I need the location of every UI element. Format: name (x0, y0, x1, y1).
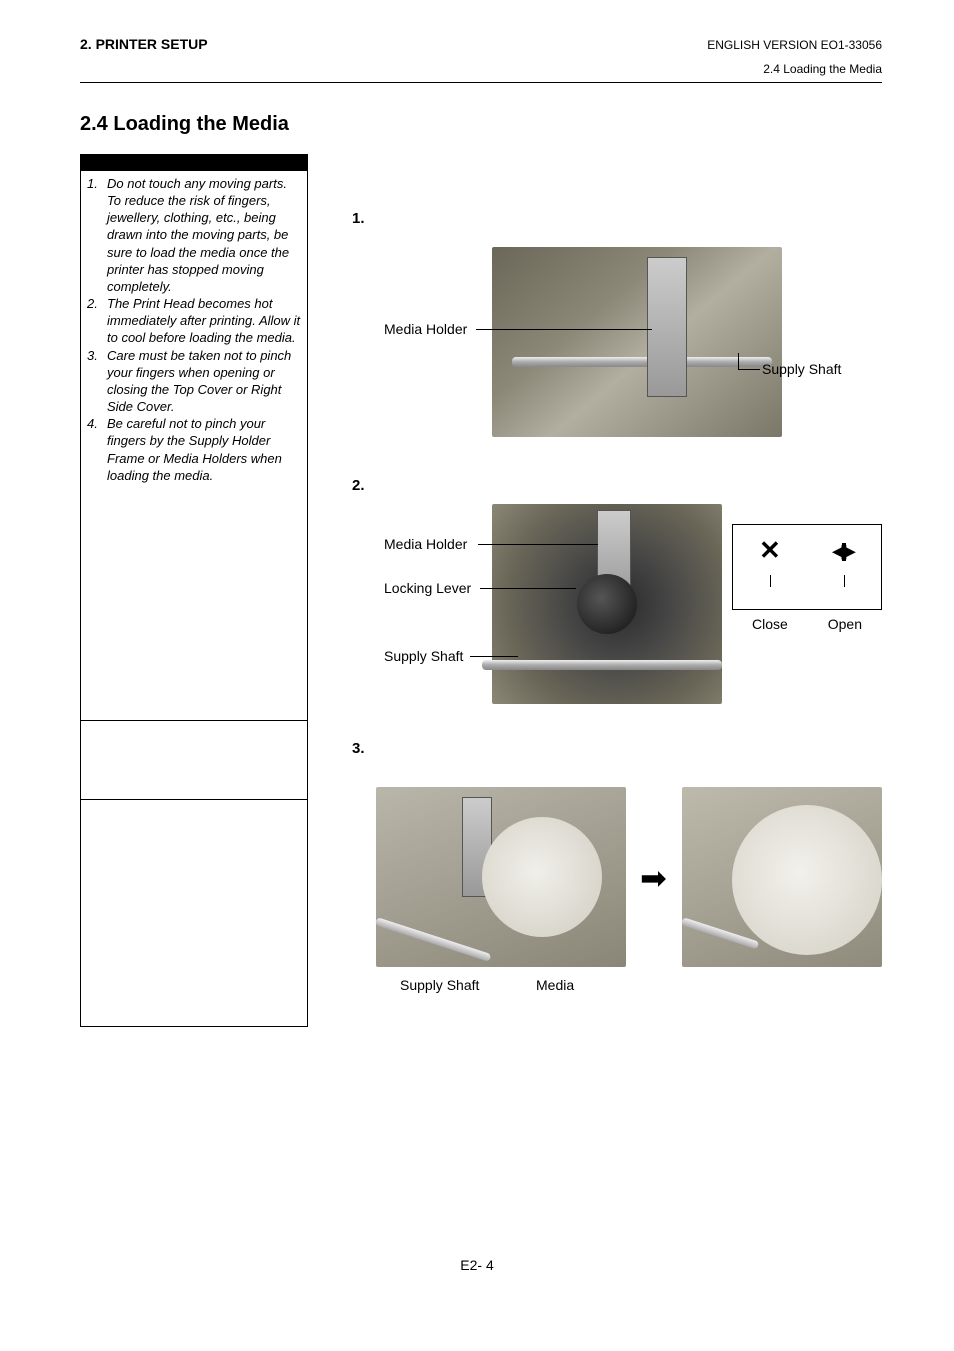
media-holder-graphic (647, 257, 687, 397)
locking-lever-graphic (577, 574, 637, 634)
warning-item-text: Do not touch any moving parts. To reduce… (107, 175, 301, 295)
leader-line (478, 544, 598, 545)
step-2: 2. Media Holder Locking Lever Supply Sha… (352, 477, 882, 714)
header-right: ENGLISH VERSION EO1-33056 (707, 38, 882, 52)
lock-diagram (732, 524, 882, 610)
content-row: 1. Do not touch any moving parts. To red… (80, 154, 882, 1027)
arrow-right-icon: ➡ (640, 859, 667, 897)
warning-item: 4. Be careful not to pinch your fingers … (87, 415, 301, 484)
supply-shaft-graphic (482, 660, 722, 670)
label-supply-shaft: Supply Shaft (384, 648, 463, 664)
warning-item: 1. Do not touch any moving parts. To red… (87, 175, 301, 295)
label-supply-shaft: Supply Shaft (762, 361, 841, 377)
step-number: 1. (352, 210, 882, 227)
label-locking-lever: Locking Lever (384, 580, 471, 596)
label-media-holder: Media Holder (384, 536, 467, 552)
close-icon (759, 535, 781, 566)
lock-diagram-labels: Close Open (732, 616, 882, 632)
warning-item-num: 1. (87, 175, 107, 295)
media-roll-graphic (732, 805, 882, 955)
warning-item-num: 3. (87, 347, 107, 416)
figure-1: Media Holder Supply Shaft (352, 237, 882, 447)
figure-1-photo (492, 247, 782, 437)
subheader-right: 2.4 Loading the Media (763, 62, 882, 76)
supply-shaft-graphic (512, 357, 772, 367)
lock-diagram-icons (733, 525, 881, 575)
leader-line (480, 588, 576, 589)
figure-2: Media Holder Locking Lever Supply Shaft … (352, 504, 882, 714)
lock-diagram-leaders (733, 575, 881, 587)
step-number: 2. (352, 477, 882, 494)
warning-item-text: Be careful not to pinch your fingers by … (107, 415, 301, 484)
page-number: E2- 4 (0, 1257, 954, 1273)
label-media-holder: Media Holder (384, 321, 467, 337)
warning-body: 1. Do not touch any moving parts. To red… (81, 171, 307, 492)
warning-item-num: 2. (87, 295, 107, 346)
steps-column: 1. Media Holder Supply Shaft 2. (352, 154, 882, 1027)
step-number: 3. (352, 740, 882, 757)
label-open: Open (828, 616, 862, 632)
page-header: 2. PRINTER SETUP ENGLISH VERSION EO1-330… (80, 36, 882, 52)
media-roll-graphic (482, 817, 602, 937)
leader-line (470, 656, 518, 657)
header-rule (80, 82, 882, 83)
warning-item-text: Care must be taken not to pinch your fin… (107, 347, 301, 416)
open-icon (833, 535, 855, 566)
figure-2-photo (492, 504, 722, 704)
leader-line (738, 353, 739, 369)
warning-item-text: The Print Head becomes hot immediately a… (107, 295, 301, 346)
figure-3: ➡ Supply Shaft Media (352, 767, 882, 1027)
warning-box: 1. Do not touch any moving parts. To red… (80, 154, 308, 1027)
label-media: Media (536, 977, 574, 993)
label-supply-shaft: Supply Shaft (400, 977, 479, 993)
warning-item: 3. Care must be taken not to pinch your … (87, 347, 301, 416)
leader-line (738, 369, 760, 370)
page-subheader: 2.4 Loading the Media (80, 62, 882, 76)
step-3: 3. ➡ Supply Shaft Media (352, 740, 882, 1027)
leader-line (476, 329, 652, 330)
note-box (80, 720, 308, 800)
section-title: 2.4 Loading the Media (80, 113, 882, 136)
label-close: Close (752, 616, 788, 632)
step-1: 1. Media Holder Supply Shaft (352, 154, 882, 447)
warning-title-bar (81, 155, 307, 171)
warning-item-num: 4. (87, 415, 107, 484)
header-left: 2. PRINTER SETUP (80, 36, 208, 52)
warning-item: 2. The Print Head becomes hot immediatel… (87, 295, 301, 346)
